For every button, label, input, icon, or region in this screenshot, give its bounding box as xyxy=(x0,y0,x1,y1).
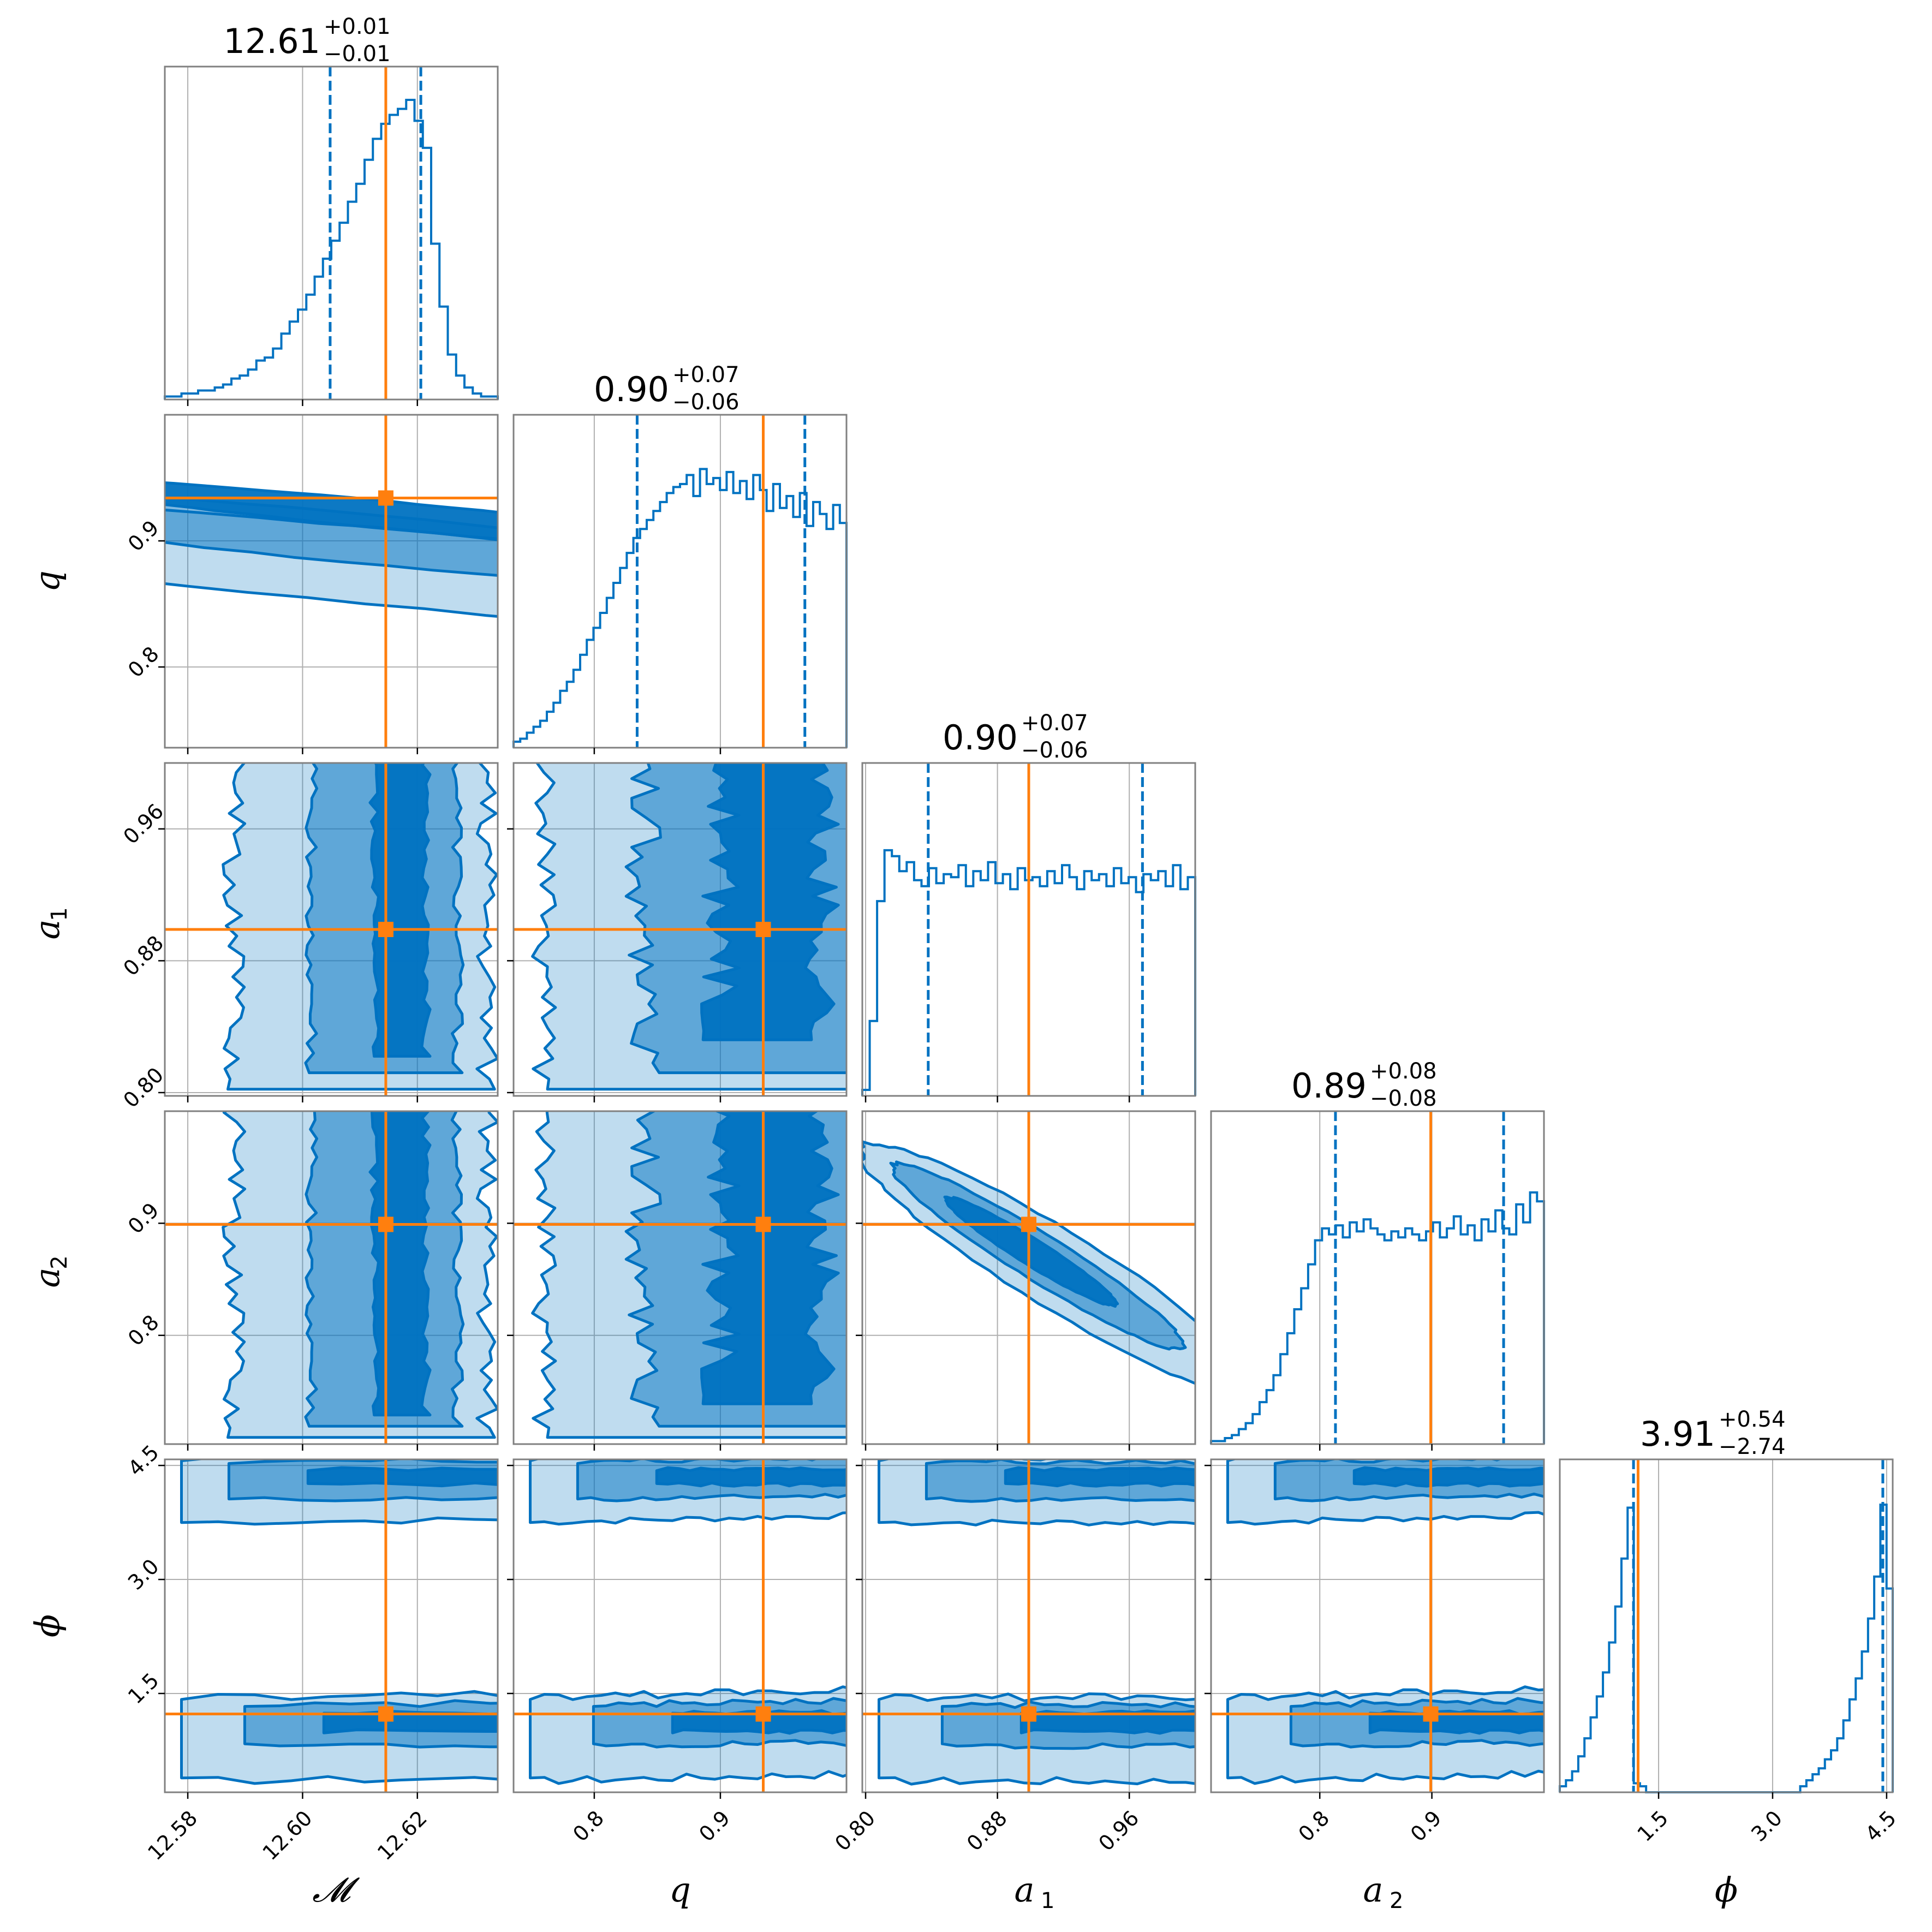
contour-level-3 xyxy=(671,1709,846,1735)
panel-frame xyxy=(164,1458,499,1793)
panel-title-median: 0.89 xyxy=(1291,1066,1367,1106)
panel-title-median: 3.91 xyxy=(1640,1414,1715,1454)
panel-frame xyxy=(512,414,848,749)
contour-level-3 xyxy=(1004,1466,1195,1488)
truth-marker xyxy=(378,1706,393,1722)
contour-level-3 xyxy=(306,1466,498,1488)
panel-title-plus: +0.08 xyxy=(1370,1059,1437,1084)
panel-title-minus: −0.06 xyxy=(1021,738,1088,763)
panel-title-minus: −0.08 xyxy=(1370,1086,1437,1111)
contour-group xyxy=(180,1459,498,1526)
panel-title-plus: +0.07 xyxy=(672,362,740,387)
truth-marker xyxy=(755,1706,771,1722)
contour-group xyxy=(531,763,846,1091)
contour-level-3 xyxy=(700,1111,840,1405)
histogram-line-q xyxy=(512,468,848,748)
histogram-line-a2 xyxy=(1210,1191,1545,1444)
histogram-panel-phi xyxy=(1559,1458,1894,1799)
x-axis-label-a1: a xyxy=(1015,1870,1035,1910)
scatter-panel-q-a1 xyxy=(507,762,848,1102)
contour-group xyxy=(180,1690,498,1785)
contour-level-3 xyxy=(1352,1466,1544,1488)
panel-title-median: 0.90 xyxy=(594,369,669,409)
panel-title-minus: −0.01 xyxy=(324,41,391,67)
histogram-line-M xyxy=(164,99,499,399)
scatter-panel-M-phi xyxy=(158,1458,499,1799)
panel-frame xyxy=(512,762,848,1097)
scatter-panel-M-q xyxy=(158,414,499,754)
scatter-panel-M-a1 xyxy=(158,762,499,1102)
y-axis-label-phi: ϕ xyxy=(27,1614,67,1637)
truth-marker xyxy=(1423,1706,1439,1722)
panel-frame xyxy=(861,1458,1196,1793)
contour-level-3 xyxy=(322,1710,498,1734)
contour-group xyxy=(531,1111,846,1439)
x-axis-label-a2: a xyxy=(1363,1870,1384,1910)
truth-marker xyxy=(378,922,393,937)
scatter-panel-a2-phi xyxy=(1204,1458,1545,1799)
panel-frame xyxy=(512,1458,848,1793)
panel-frame xyxy=(164,1110,499,1445)
y-axis-label-sub: 1 xyxy=(47,907,72,921)
y-axis-label-sub: 2 xyxy=(47,1255,72,1269)
contour-group xyxy=(529,1459,846,1526)
panel-frame xyxy=(164,65,499,401)
histogram-panel-M xyxy=(164,65,499,406)
x-axis-label-q: q xyxy=(669,1870,691,1910)
contour-level-3 xyxy=(655,1466,846,1488)
contour-group xyxy=(878,1459,1195,1526)
contour-level-2 xyxy=(165,497,498,577)
panel-frame xyxy=(861,1110,1196,1445)
histogram-panel-a1 xyxy=(861,762,1196,1102)
contour-level-3 xyxy=(1019,1709,1195,1735)
truth-marker xyxy=(378,1217,393,1232)
y-axis-label-a2: a xyxy=(27,1268,67,1288)
truth-marker xyxy=(755,1217,771,1232)
truth-marker xyxy=(378,490,393,506)
x-axis-label-phi: ϕ xyxy=(1715,1870,1738,1910)
panel-frame xyxy=(512,1110,848,1445)
panel-frame xyxy=(861,762,1196,1097)
x-axis-label-sub: 2 xyxy=(1390,1888,1403,1913)
scatter-panel-q-a2 xyxy=(507,1110,848,1451)
panel-title-median: 12.61 xyxy=(224,21,321,61)
y-axis-label-q: q xyxy=(27,570,67,592)
panel-title-minus: −2.74 xyxy=(1719,1434,1786,1459)
panel-frame xyxy=(164,762,499,1097)
scatter-panel-a1-phi xyxy=(856,1458,1196,1799)
y-axis-label-a1: a xyxy=(27,920,67,940)
panel-title-plus: +0.01 xyxy=(324,14,391,39)
panel-frame xyxy=(1210,1458,1545,1793)
panel-title-plus: +0.07 xyxy=(1021,711,1088,736)
panel-frame xyxy=(164,414,499,749)
scatter-panel-q-phi xyxy=(507,1458,848,1799)
truth-marker xyxy=(755,922,771,937)
contour-level-3 xyxy=(1368,1709,1544,1735)
panel-title-plus: +0.54 xyxy=(1719,1407,1786,1432)
panel-title-minus: −0.06 xyxy=(672,390,740,415)
panel-title-median: 0.90 xyxy=(943,718,1018,758)
contour-level-3 xyxy=(700,763,840,1041)
contour-group xyxy=(1226,1685,1544,1785)
panel-frame xyxy=(1210,1110,1545,1445)
contour-group xyxy=(222,1111,498,1439)
histogram-panel-a2 xyxy=(1210,1110,1545,1451)
truth-marker xyxy=(1021,1706,1036,1722)
contour-group xyxy=(165,481,498,618)
truth-marker xyxy=(1021,1217,1036,1232)
histogram-panel-q xyxy=(512,414,848,754)
x-axis-label-sub: 1 xyxy=(1041,1888,1054,1913)
panel-frame xyxy=(1559,1458,1894,1793)
scatter-panel-M-a2 xyxy=(158,1110,499,1451)
scatter-panel-a1-a2 xyxy=(856,1110,1196,1451)
